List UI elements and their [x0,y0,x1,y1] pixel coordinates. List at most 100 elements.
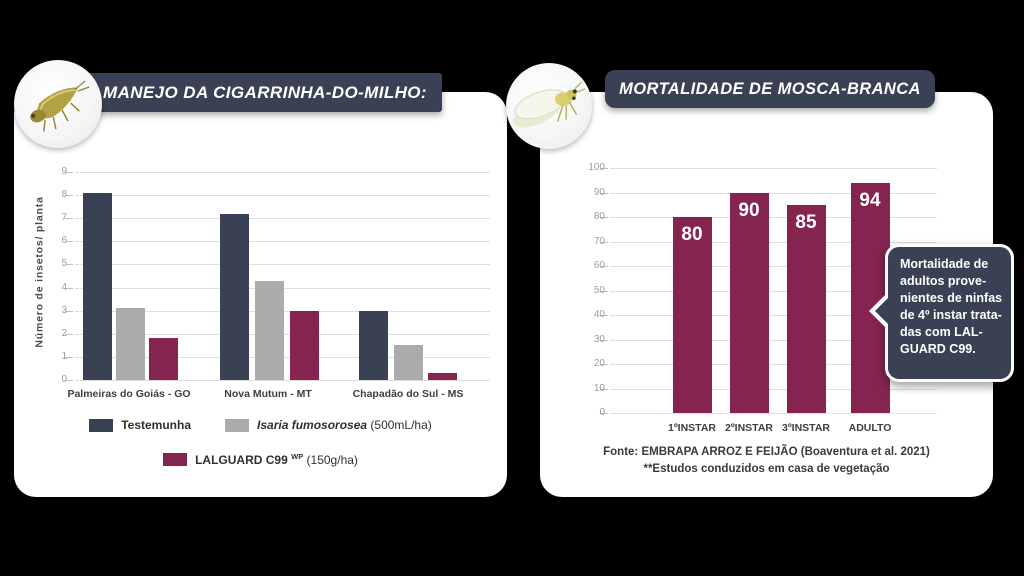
x-category-label: 1ºINSTAR [668,422,716,434]
y-tick-mark [65,218,73,220]
y-tick-label: 100 [588,162,605,173]
bar-value-label: 85 [795,211,817,233]
gridline [75,380,490,381]
y-tick-label: 50 [593,284,605,296]
bar [220,213,249,380]
y-tick-label: 5 [61,258,67,270]
whitefly-icon [512,81,586,128]
y-tick-mark [65,172,73,173]
bar-value-label: 94 [859,189,881,211]
left-panel-title: MANEJO DA CIGARRINHA-DO-MILHO: [103,82,427,102]
gridline [610,364,937,365]
gridline [610,266,937,267]
y-tick-mark [65,380,73,381]
x-category-label: Nova Mutum - MT [224,388,312,400]
bar [149,338,178,380]
legend-swatch [225,418,250,432]
y-tick-mark [65,310,73,312]
y-tick-label: 30 [593,333,605,345]
callout-bubble: Mortalidade de adultos prove- nientes de… [869,244,1014,382]
bar [786,204,826,413]
callout-text: Mortalidade de adultos prove- nientes de… [900,257,1003,356]
y-tick-label: 60 [593,260,605,271]
gridline [75,264,490,266]
y-tick-mark [600,290,608,292]
bar [255,280,284,380]
y-tick-label: 6 [61,235,67,247]
y-tick-label: 8 [61,189,67,201]
y-tick-mark [600,217,608,218]
legend-label-part: LALGUARD C99 [195,453,292,467]
gridline [75,172,490,173]
y-tick-mark [65,264,73,266]
y-tick-mark [65,195,73,197]
gridline [610,217,937,218]
y-tick-label: 40 [593,309,605,320]
right-chart-card: 0 10 20 30 40 50 60 70 80 90 100 80 1ºINSTAR 90 2ºINST… [540,92,993,497]
y-tick-label: 4 [61,281,67,293]
gridline [75,218,490,220]
gridline [610,290,937,292]
legend-label-part: Isaria fumosorosea [257,418,368,432]
x-category-label: ADULTO [848,422,892,434]
legend-label-part: Testemunha [121,418,192,432]
y-tick-label: 9 [61,166,67,177]
legend-label: Testemunha [121,418,191,432]
gridline [75,241,490,243]
gridline [610,315,937,316]
legend-swatch [89,418,114,432]
gridline [610,192,937,194]
x-category-label: 2ºINSTAR [725,422,773,434]
y-tick-label: 0 [599,407,605,418]
bar [729,192,769,413]
legend-label-part: (150g/ha) [303,453,358,467]
y-tick-mark [600,413,608,414]
bar [116,308,145,380]
legend-label: Isaria fumosorosea (500mL/ha) [257,418,432,432]
bar [359,310,388,380]
legend-label-part: WP [291,452,304,461]
legend-label-part: (500mL/ha) [367,418,432,432]
y-tick-mark [600,192,608,194]
y-tick-mark [65,287,73,289]
right-bar-chart: 0 10 20 30 40 50 60 70 80 90 100 80 1ºINSTAR 90 2ºINST… [540,92,993,497]
y-tick-label: 2 [61,327,67,339]
y-tick-mark [65,241,73,243]
gridline [610,388,937,390]
left-bar-chart: 0 1 2 3 4 5 6 7 8 9 Palmeiras do Goiás - GO Nova Mu… [14,92,507,497]
x-category-label: Palmeiras do Goiás - GO [67,388,191,400]
bar [290,310,319,380]
gridline [75,195,490,197]
y-tick-label: 90 [593,186,605,198]
y-tick-label: 80 [593,211,605,222]
bar-value-label: 80 [681,224,703,245]
bar [428,373,457,380]
y-tick-mark [600,266,608,267]
y-tick-mark [600,339,608,341]
bar-value-label: 90 [738,199,760,221]
corn-leafhopper-icon [30,80,90,132]
y-tick-label: 1 [61,350,67,362]
left-chart-card: Número de insetos/ planta 0 1 2 3 4 5 6 7 8 9 Palm… [14,92,507,497]
y-tick-label: 3 [61,304,67,316]
y-tick-mark [600,388,608,390]
y-tick-mark [65,333,73,335]
y-tick-label: 20 [593,358,605,369]
leafhopper-medallion [14,60,102,148]
gridline [610,168,937,169]
callout-tail-icon [875,298,888,324]
legend-label: LALGUARD C99 WP (150g/ha) [195,452,358,467]
bar [394,345,423,380]
x-category-label: Chapadão do Sul - MS [352,388,464,400]
right-panel-title: MORTALIDADE DE MOSCA-BRANCA [619,79,921,98]
legend-swatch [163,453,188,466]
x-category-label: 3ºINSTAR [782,422,830,434]
source-line-1: Fonte: EMBRAPA ARROZ E FEIJÃO (Boaventur… [603,446,930,458]
y-tick-mark [600,364,608,365]
y-tick-mark [65,356,73,358]
y-tick-label: 0 [61,374,67,385]
y-tick-label: 10 [593,382,605,394]
y-tick-label: 70 [593,235,605,247]
y-tick-mark [600,168,608,169]
